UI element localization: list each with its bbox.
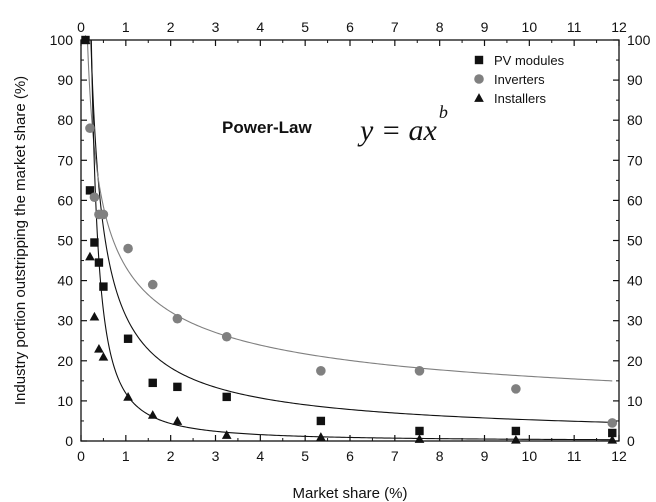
data-point-pv-modules [99, 282, 108, 291]
data-point-pv-modules [90, 238, 99, 247]
data-point-inverters [172, 313, 183, 324]
legend-label: Inverters [494, 72, 545, 87]
x-tick-label-bottom: 8 [436, 448, 444, 464]
annotation-exponent: b [439, 102, 448, 122]
y-tick-label-right: 30 [627, 313, 643, 329]
fit-curves [86, 40, 613, 441]
data-point-installers [94, 343, 104, 353]
data-point-pv-modules [173, 382, 182, 392]
data-point-inverters [414, 366, 425, 376]
x-tick-label-bottom: 7 [391, 448, 399, 464]
data-point-installers [98, 351, 109, 361]
data-point-inverters [89, 192, 100, 202]
x-tick-label-bottom: 2 [167, 448, 175, 464]
x-tick-label-top: 6 [346, 19, 354, 35]
x-tick-label-top: 12 [611, 19, 627, 35]
data-point-installers [85, 251, 95, 261]
y-tick-label-left: 40 [57, 273, 73, 289]
x-tick-label-bottom: 3 [212, 448, 220, 464]
x-tick-label-top: 2 [167, 19, 175, 35]
x-tick-label-bottom: 4 [256, 448, 264, 464]
data-point-pv-modules [85, 186, 95, 195]
y-tick-label-right: 80 [627, 112, 643, 128]
data-point-inverters [511, 384, 521, 394]
legend: PV modules Inverters Installers [474, 53, 565, 106]
y-axis-label: Industry portion outstripping the market… [12, 76, 29, 405]
y-tick-label-left: 30 [57, 313, 73, 329]
data-point-installers [221, 430, 232, 439]
x-tick-label-top: 4 [256, 19, 264, 35]
data-point-pv-modules [316, 416, 326, 426]
legend-marker-inverters [474, 74, 484, 84]
x-tick-label-top: 5 [301, 19, 309, 35]
x-tick-label-top: 10 [522, 19, 538, 35]
x-tick-label-top: 11 [567, 19, 582, 35]
legend-marker-pv-modules [474, 55, 484, 65]
x-tick-label-top: 3 [212, 19, 220, 35]
x-tick-label-bottom: 0 [77, 448, 85, 464]
x-tick-label-top: 8 [436, 19, 444, 35]
y-tick-label-right: 10 [627, 393, 643, 409]
x-tick-label-bottom: 10 [522, 448, 538, 464]
fit-curve-pv-modules [90, 40, 613, 423]
data-point-installers [316, 432, 326, 441]
x-tick-label-bottom: 1 [122, 448, 130, 464]
y-tick-label-left: 80 [57, 112, 73, 128]
y-tick-label-right: 60 [627, 192, 643, 208]
annotation-label: Power-Law [222, 118, 313, 137]
data-point-pv-modules [123, 334, 133, 343]
y-tick-label-left: 50 [57, 233, 73, 249]
data-point-pv-modules [94, 258, 104, 267]
fit-curve-installers [90, 40, 613, 441]
y-tick-label-right: 70 [627, 152, 643, 168]
x-tick-label-bottom: 12 [611, 448, 627, 464]
y-tick-label-left: 10 [57, 393, 73, 409]
legend-marker-installers [474, 93, 484, 102]
data-point-pv-modules [511, 426, 521, 436]
y-tick-label-right: 40 [627, 273, 643, 289]
data-point-inverters [123, 243, 133, 254]
data-point-pv-modules [222, 392, 231, 402]
x-axis-label: Market share (%) [292, 485, 407, 502]
legend-label: Installers [494, 91, 547, 106]
data-point-installers [123, 392, 133, 401]
data-point-inverters [85, 123, 95, 134]
x-tick-label-top: 0 [77, 19, 85, 35]
x-tick-label-bottom: 5 [301, 448, 309, 464]
legend-label: PV modules [494, 53, 565, 68]
x-tick-label-bottom: 9 [481, 448, 489, 464]
data-point-inverters [98, 209, 109, 220]
data-point-pv-modules [415, 426, 424, 436]
x-tick-label-bottom: 6 [346, 448, 354, 464]
data-point-inverters [221, 331, 232, 342]
y-tick-label-right: 90 [627, 72, 643, 88]
data-point-installers [89, 311, 100, 321]
x-tick-label-top: 9 [481, 19, 489, 35]
y-tick-label-left: 70 [57, 152, 73, 168]
data-point-inverters [147, 279, 158, 290]
data-point-installers [147, 410, 158, 419]
y-tick-label-left: 60 [57, 192, 73, 208]
x-tick-label-top: 1 [122, 19, 130, 35]
x-tick-label-bottom: 11 [567, 448, 582, 464]
y-tick-label-left: 100 [50, 32, 74, 48]
data-point-pv-modules [608, 428, 617, 438]
data-point-installers [172, 416, 183, 425]
data-point-pv-modules [148, 378, 157, 388]
x-tick-label-top: 7 [391, 19, 399, 35]
y-tick-label-right: 0 [627, 433, 635, 449]
fit-curve-inverters [86, 40, 613, 382]
y-tick-label-right: 50 [627, 233, 643, 249]
y-tick-label-left: 20 [57, 353, 73, 369]
data-point-inverters [316, 366, 326, 376]
y-tick-label-right: 20 [627, 353, 643, 369]
annotation-formula: y = ax [357, 114, 438, 147]
y-tick-label-left: 90 [57, 72, 73, 88]
y-tick-label-right: 100 [627, 32, 651, 48]
y-tick-label-left: 0 [65, 433, 73, 449]
data-point-inverters [607, 418, 618, 428]
